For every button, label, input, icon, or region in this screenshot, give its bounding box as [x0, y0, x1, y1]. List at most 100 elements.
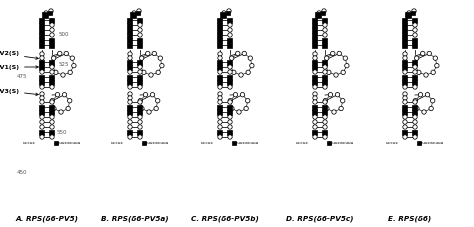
Circle shape	[413, 100, 417, 104]
Bar	[39, 79, 45, 84]
Circle shape	[417, 70, 421, 74]
Circle shape	[407, 11, 411, 15]
Circle shape	[322, 9, 326, 13]
Circle shape	[228, 100, 232, 104]
Circle shape	[323, 85, 327, 89]
Circle shape	[246, 99, 250, 103]
Bar	[218, 37, 222, 42]
Circle shape	[52, 56, 56, 60]
Circle shape	[427, 51, 431, 56]
Circle shape	[403, 85, 407, 89]
Text: uccuc: uccuc	[201, 141, 214, 145]
Circle shape	[239, 73, 243, 77]
Bar	[128, 42, 133, 47]
Circle shape	[323, 115, 327, 119]
Circle shape	[403, 125, 407, 129]
Circle shape	[237, 110, 241, 114]
Circle shape	[50, 115, 54, 119]
Bar	[130, 12, 136, 18]
Circle shape	[413, 63, 417, 68]
Circle shape	[128, 56, 132, 60]
Circle shape	[313, 52, 317, 56]
Bar	[128, 79, 133, 84]
Circle shape	[420, 51, 425, 56]
Text: 475: 475	[17, 74, 27, 79]
Circle shape	[57, 51, 62, 56]
Bar	[312, 17, 318, 22]
Bar	[54, 141, 58, 145]
Bar	[49, 109, 55, 114]
Bar	[402, 64, 408, 69]
Circle shape	[138, 115, 142, 119]
Bar	[218, 17, 222, 22]
Bar	[136, 11, 140, 15]
Circle shape	[40, 85, 44, 89]
Circle shape	[250, 63, 254, 68]
Circle shape	[313, 96, 317, 100]
Circle shape	[149, 73, 153, 77]
Circle shape	[313, 92, 317, 96]
Circle shape	[403, 52, 407, 56]
Circle shape	[128, 70, 132, 74]
Circle shape	[128, 92, 132, 96]
Circle shape	[218, 100, 222, 104]
Circle shape	[64, 51, 68, 56]
Circle shape	[128, 135, 132, 139]
Circle shape	[433, 56, 438, 60]
Circle shape	[50, 63, 55, 68]
Bar	[322, 129, 328, 135]
Circle shape	[345, 63, 349, 68]
Circle shape	[340, 99, 345, 103]
Circle shape	[313, 85, 317, 89]
Circle shape	[313, 120, 317, 124]
Circle shape	[323, 125, 327, 129]
Circle shape	[418, 93, 423, 97]
Text: PV3(S): PV3(S)	[0, 89, 38, 96]
Circle shape	[330, 51, 335, 56]
Circle shape	[137, 9, 141, 13]
Bar	[228, 17, 233, 22]
Bar	[137, 17, 143, 22]
Circle shape	[313, 100, 317, 104]
Circle shape	[138, 135, 142, 139]
Circle shape	[313, 115, 317, 119]
Circle shape	[228, 135, 232, 139]
Text: uguucacuuu: uguucacuuu	[418, 141, 444, 145]
Circle shape	[50, 70, 54, 74]
Bar	[39, 74, 45, 79]
Bar	[312, 59, 318, 64]
Bar	[228, 37, 233, 42]
Circle shape	[218, 125, 222, 129]
Bar	[220, 12, 226, 18]
Circle shape	[128, 96, 132, 100]
Circle shape	[343, 56, 347, 60]
Bar	[218, 104, 222, 109]
Circle shape	[40, 100, 44, 104]
Text: C. RPS(δ6-PV5b): C. RPS(δ6-PV5b)	[191, 216, 259, 222]
Text: 500: 500	[59, 32, 70, 37]
Bar	[137, 74, 143, 79]
Bar	[128, 59, 133, 64]
Circle shape	[70, 56, 74, 60]
Circle shape	[50, 33, 54, 37]
Circle shape	[323, 65, 327, 69]
Bar	[137, 42, 143, 47]
Circle shape	[429, 106, 433, 111]
Circle shape	[40, 96, 44, 100]
Circle shape	[128, 100, 132, 104]
Bar	[312, 74, 318, 79]
Circle shape	[236, 51, 240, 56]
Bar	[128, 32, 133, 37]
Circle shape	[40, 70, 44, 74]
Circle shape	[138, 120, 142, 124]
Bar	[48, 11, 52, 15]
Bar	[218, 59, 222, 64]
Bar	[412, 74, 418, 79]
Circle shape	[341, 70, 346, 74]
Circle shape	[430, 99, 435, 103]
Bar	[232, 141, 236, 145]
Bar	[128, 129, 133, 135]
Circle shape	[40, 120, 44, 124]
Circle shape	[40, 92, 44, 96]
Text: 450: 450	[17, 170, 27, 175]
